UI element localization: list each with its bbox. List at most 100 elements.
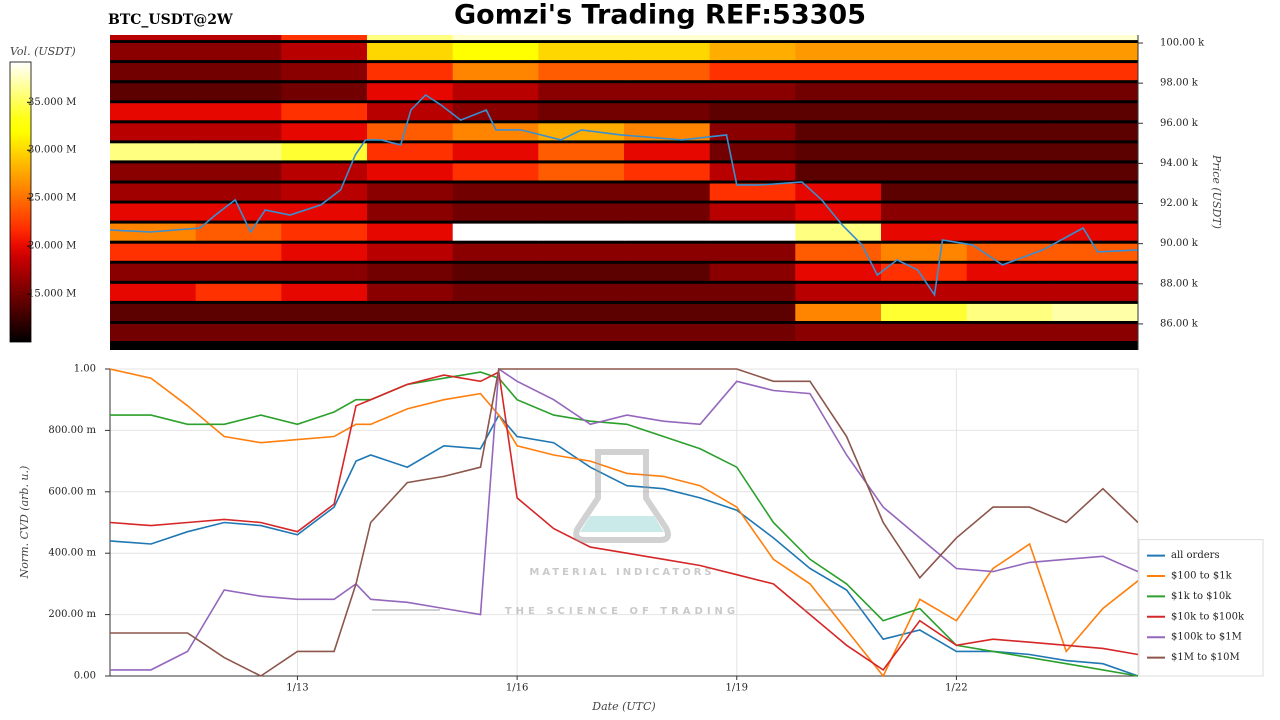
heatmap-cell <box>1052 123 1138 141</box>
heatmap-cell <box>709 63 796 81</box>
heatmap-cell <box>795 123 882 141</box>
colorbar-tick-label: 30.000 M <box>28 145 76 156</box>
heatmap-cell <box>452 63 539 81</box>
y-tick-label: 98.00 k <box>1160 78 1199 89</box>
heatmap-cell <box>110 163 197 181</box>
heatmap-cell <box>966 63 1053 81</box>
heatmap-cell <box>452 83 539 101</box>
heatmap-cell <box>881 143 968 161</box>
heatmap-cell <box>1052 83 1138 101</box>
x-tick-label: 1/19 <box>726 683 748 694</box>
heatmap-cell <box>881 203 968 221</box>
heatmap-cell <box>795 203 882 221</box>
heatmap-cell <box>195 63 282 81</box>
y-tick-label: 92.00 k <box>1160 198 1199 209</box>
heatmap-cell <box>281 143 368 161</box>
heatmap-cell <box>709 123 796 141</box>
heatmap-cell <box>538 203 625 221</box>
heatmap-cell <box>110 183 197 201</box>
watermark: MATERIAL INDICATORS THE SCIENCE OF TRADIN… <box>372 449 872 617</box>
heatmap-cell <box>281 323 368 341</box>
colorbar <box>9 61 32 343</box>
y-tick-label: 600.00 m <box>48 486 96 497</box>
y-tick-label: 100.00 k <box>1160 38 1205 49</box>
heatmap-cell <box>1052 323 1138 341</box>
heatmap-cell <box>281 123 368 141</box>
heatmap-cell <box>367 63 454 81</box>
heatmap-cell <box>881 103 968 121</box>
colorbar-tick-label: 20.000 M <box>28 241 76 252</box>
watermark-flask-liquid <box>580 516 664 532</box>
heatmap-cell <box>452 35 539 41</box>
heatmap-cell <box>624 303 711 321</box>
heatmap-cell <box>195 283 282 301</box>
heatmap-cell <box>881 243 968 261</box>
heatmap-cell <box>966 163 1053 181</box>
heatmap-cell <box>195 143 282 161</box>
heatmap-cell <box>1052 35 1138 41</box>
heatmap-cell <box>966 203 1053 221</box>
heatmap-cell <box>1052 223 1138 241</box>
heatmap-cell <box>281 163 368 181</box>
heatmap-cell <box>966 83 1053 101</box>
y-tick-label: 86.00 k <box>1160 318 1199 329</box>
heatmap-cell <box>709 243 796 261</box>
heatmap-cell <box>367 83 454 101</box>
heatmap-cell <box>881 163 968 181</box>
heatmap-cell <box>367 35 454 41</box>
heatmap-cell <box>709 183 796 201</box>
heatmap-cell <box>195 243 282 261</box>
y-axis-label: Price (USDT) <box>1210 154 1223 229</box>
legend-label: $10k to $100k <box>1171 611 1245 622</box>
x-axis-label: Date (UTC) <box>591 700 655 713</box>
heatmap-cell <box>110 303 197 321</box>
heatmap-cell <box>1052 103 1138 121</box>
heatmap-cell <box>538 103 625 121</box>
heatmap-cell <box>795 163 882 181</box>
heatmap-cell <box>624 143 711 161</box>
heatmap-cell <box>966 303 1053 321</box>
heatmap-cell <box>709 83 796 101</box>
heatmap-cell <box>709 283 796 301</box>
legend-label: $1M to $10M <box>1171 652 1240 663</box>
heatmap-cell <box>452 223 539 241</box>
heatmap-cell <box>795 243 882 261</box>
x-tick-label: 1/22 <box>945 683 967 694</box>
heatmap-cell <box>367 323 454 341</box>
heatmap-cell <box>709 203 796 221</box>
heatmap-cell <box>624 263 711 281</box>
y-tick-label: 800.00 m <box>48 425 96 436</box>
series-line <box>110 370 1138 671</box>
colorbar-tick-label: 35.000 M <box>28 97 76 108</box>
watermark-subtitle: THE SCIENCE OF TRADING <box>505 606 739 617</box>
heatmap-cell <box>709 43 796 61</box>
heatmap-cell <box>452 323 539 341</box>
heatmap-cell <box>881 35 968 41</box>
heatmap-cell <box>966 263 1053 281</box>
heatmap-cell <box>538 123 625 141</box>
y-tick-label: 200.00 m <box>48 609 96 620</box>
heatmap-cell <box>367 303 454 321</box>
heatmap-cell <box>367 123 454 141</box>
heatmap-cell <box>1052 303 1138 321</box>
heatmap-cell <box>281 103 368 121</box>
heatmap-cell <box>881 283 968 301</box>
x-tick-label: 1/13 <box>286 683 308 694</box>
heatmap-cell <box>367 283 454 301</box>
heatmap-cell <box>1052 143 1138 161</box>
heatmap-cell <box>966 143 1053 161</box>
heatmap-cell <box>452 263 539 281</box>
heatmap-cell <box>110 203 197 221</box>
heatmap <box>110 35 1138 341</box>
heatmap-cell <box>624 103 711 121</box>
heatmap-cell <box>709 103 796 121</box>
heatmap-cell <box>452 283 539 301</box>
heatmap-cell <box>281 43 368 61</box>
heatmap-cell <box>281 63 368 81</box>
heatmap-cell <box>966 183 1053 201</box>
heatmap-cell <box>624 223 711 241</box>
heatmap-cell <box>966 243 1053 261</box>
heatmap-cell <box>367 143 454 161</box>
heatmap-cell <box>624 63 711 81</box>
